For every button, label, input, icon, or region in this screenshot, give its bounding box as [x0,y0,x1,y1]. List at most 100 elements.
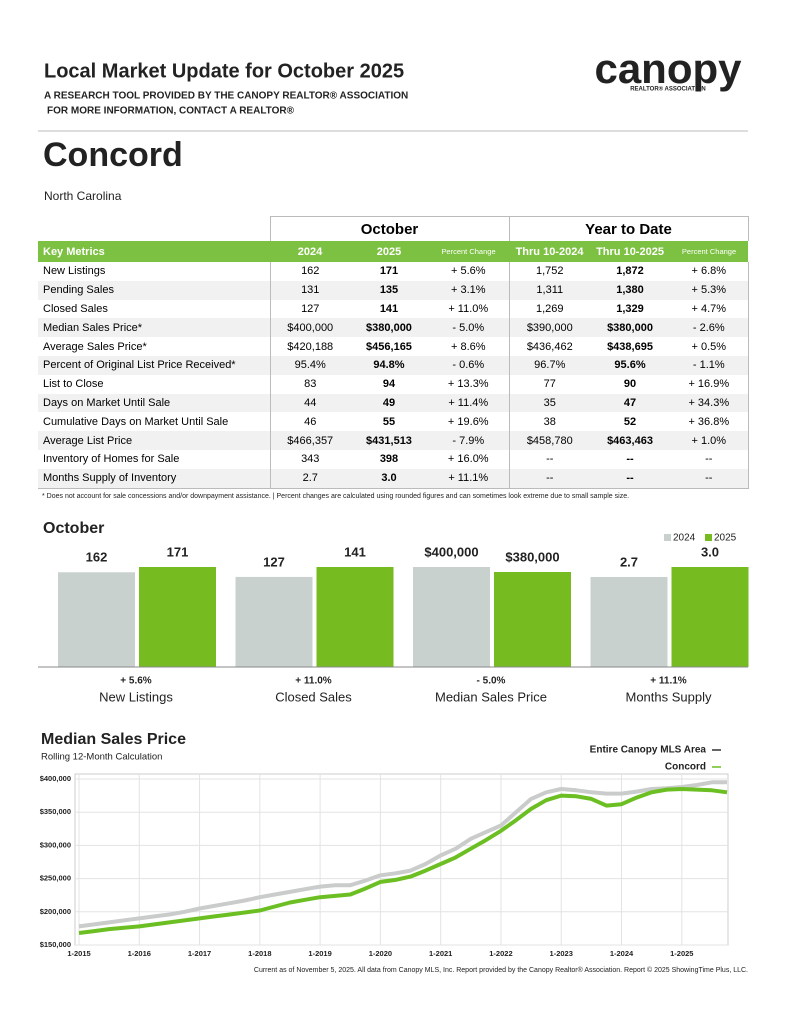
x-tick-label: 1-2015 [67,949,90,958]
change-label: + 11.0% [295,676,332,687]
table-row: Cumulative Days on Market Until Sale 46 55… [38,412,749,432]
change-label: + 5.6% [120,676,152,687]
bar [139,567,216,667]
x-tick-label: 1-2019 [308,949,331,958]
value-label: $380,000 [505,549,559,564]
column-header: Key Metrics [38,241,270,262]
table-cell: $400,000 [269,318,350,338]
table-cell: + 4.7% [670,299,749,319]
table-cell: + 8.6% [450,340,486,353]
table-cell: + 16.0% [447,453,489,466]
table-cell: $458,780 [508,431,591,450]
page-title: Local Market Update for October 2025 [44,60,404,82]
table-cell: $380,000 [350,318,428,338]
table-row: Days on Market Until Sale 44 49 + 11.4% 35 47… [38,393,749,413]
legend-label: 2025 [714,533,737,544]
table-cell: + 19.6% [447,415,489,428]
footnote: * Does not account for sale concessions … [42,493,629,500]
bar [58,572,135,667]
table-cell: 94 [382,378,396,391]
key-metrics-table: October Year to Date Key Metrics 2024 2025 Pe… [38,216,749,489]
value-label: 141 [344,544,366,559]
table-cell: Months Supply of Inventory [38,468,270,489]
table-cell: 49 [350,393,428,413]
table-row: List to Close 83 94 + 13.3% 77 90 + 16.9% [38,374,749,394]
table-cell: Inventory of Homes for Sale [43,453,180,466]
legend-label: Concord [665,762,706,773]
table-row: Closed Sales 127 141 + 11.0% 1,269 1,329 + 4.7… [38,299,749,319]
table-cell: 1,872 [616,265,644,278]
table-cell: - 5.0% [428,318,510,338]
table-cell: 1,269 [508,299,591,319]
table-cell: 1,329 [616,302,644,315]
legend-label: Entire Canopy MLS Area [590,745,707,756]
footer: Current as of November 5, 2025. All data… [254,966,748,974]
table-cell: 1,752 [508,262,591,281]
table-cell: 38 [508,412,591,432]
table-cell: + 5.3% [670,280,749,300]
line-series [78,780,727,929]
table-cell: 44 [269,393,350,413]
table-row: Average List Price $466,357 $431,513- 7.9%… [38,431,749,450]
table-cell: 171 [379,265,399,278]
table-cell: + 3.1% [428,280,510,300]
table-cell: -- [508,449,591,469]
table-cell: 398 [379,453,399,466]
table-cell: Cumulative Days on Market Until Sale [43,415,229,428]
table-cell: Closed Sales [43,302,108,315]
legend-swatch [664,534,671,541]
table-row: Inventory of Homes for Sale 343 398 + 16.0%… [38,449,749,469]
table-cell: + 13.3% [447,378,489,391]
table-cell: - 0.6% [428,355,510,375]
table-cell: Percent of Original List Price Received* [38,355,270,375]
table-cell: 131 [269,280,350,300]
value-label: 127 [263,554,285,569]
x-tick-label: 1-2024 [610,949,634,958]
x-tick-label: 1-2018 [248,949,271,958]
column-header-row: Key Metrics 2024 2025 Percent Change Thru 10… [38,241,749,262]
bar [235,576,313,667]
table-cell: + 34.3% [670,393,749,413]
category-label: New Listings [99,689,173,704]
x-tick-label: 1-2016 [128,949,151,958]
x-tick-label: 1-2017 [188,949,211,958]
chart-subtitle: Rolling 12-Month Calculation [41,752,162,763]
legend-label: 2024 [673,533,696,544]
table-cell: + 5.6% [450,265,486,278]
x-tick-label: 1-2020 [369,949,392,958]
logo-tagline: REALTOR® ASSOCIATION [630,86,706,93]
logo: canopy [594,45,742,92]
table-row: New Listings 162 171 + 5.6% 1,752 1,872 + 6.8% [38,262,749,281]
table-row: Median Sales Price* $400,000 $380,000- 5.0… [38,318,749,338]
table-row: Pending Sales 131 135 + 3.1% 1,311 1,380 + 5.3… [38,280,749,300]
value-label: 3.0 [701,544,719,559]
change-label: + 11.1% [650,676,687,687]
table-cell: 47 [590,393,671,413]
table-cell: 1,380 [590,280,671,300]
table-cell: Average List Price [38,431,270,450]
table-row: Percent of Original List Price Received*… [38,355,749,375]
table-cell: $380,000 [590,318,671,338]
bar [671,567,749,667]
table-cell: + 11.0% [448,302,489,315]
table-cell: -- [590,468,671,489]
table-cell: + 36.8% [670,412,749,432]
change-label: - 5.0% [477,676,506,687]
table-cell: 135 [350,280,428,300]
table-cell: 127 [269,299,350,319]
value-label: $400,000 [424,544,478,559]
table-cell: + 11.4% [428,393,510,413]
table-cell: 35 [508,393,591,413]
table-cell: 83 [269,374,350,394]
x-tick-label: 1-2025 [670,949,693,958]
state: North Carolina [44,189,122,203]
y-tick-label: $250,000 [40,874,71,883]
table-cell: 94.8% [350,355,428,375]
table-cell: 95.6% [590,355,671,375]
table-cell: 141 [379,302,399,315]
table-cell: Days on Market Until Sale [38,393,270,413]
table-cell: -- [670,468,749,489]
column-header: Thru 10-2024 [509,241,591,262]
bar [316,567,394,667]
